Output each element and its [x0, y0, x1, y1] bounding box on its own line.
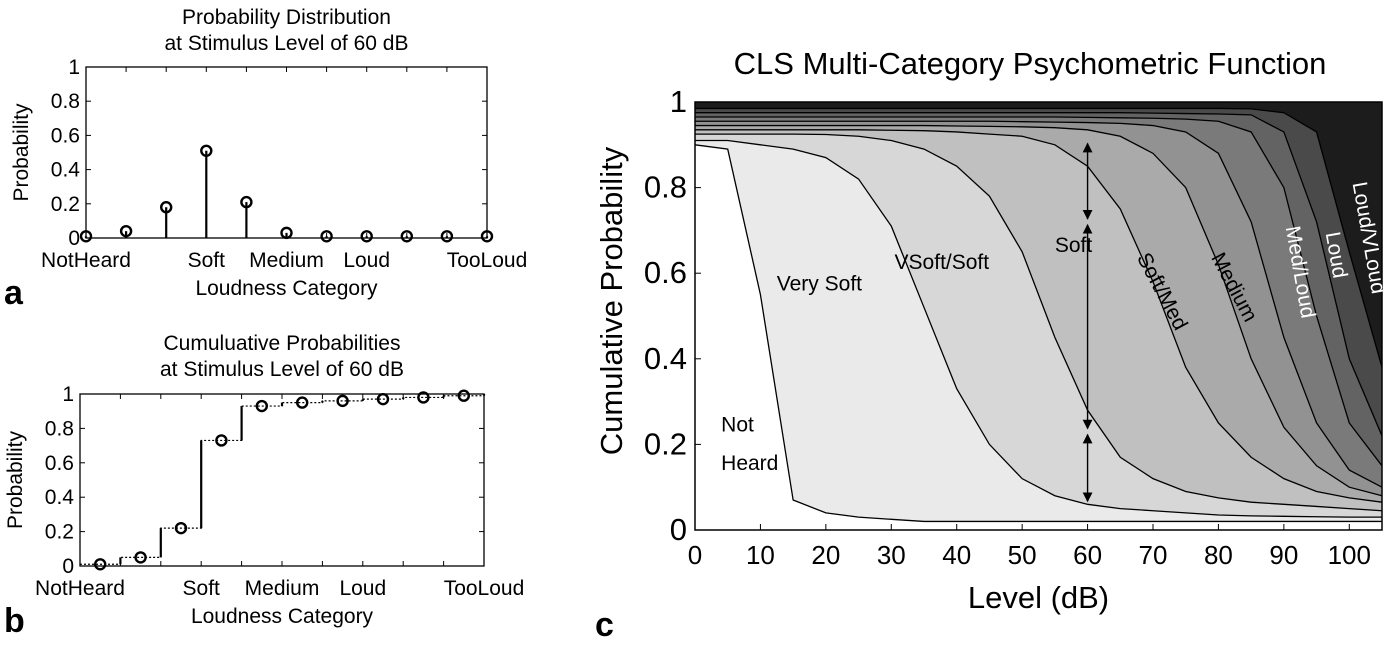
boundary-line	[695, 139, 1382, 518]
x-tick-label: TooLoud	[447, 249, 528, 272]
boundary-line	[695, 116, 1383, 467]
x-tick-label: Soft	[183, 577, 221, 600]
boundary-line	[695, 129, 1383, 503]
panel-b: Cumuluative Probabilities at Stimulus Lev…	[4, 332, 524, 640]
y-axis-label: Probability	[10, 103, 33, 202]
y-tick-label: 0	[68, 227, 80, 250]
plot-frame	[694, 101, 1383, 531]
panel-label: a	[4, 274, 24, 312]
y-tick-label: 0.2	[644, 426, 687, 461]
y-tick-label: 0.6	[51, 124, 80, 147]
region-label: Heard	[721, 452, 778, 475]
x-axis-label: Level (dB)	[968, 580, 1109, 615]
boundary-line	[694, 144, 1382, 523]
y-tick-label: 0.8	[51, 90, 80, 113]
x-tick-label: 20	[811, 540, 840, 570]
chart-subtitle: at Stimulus Level of 60 dB	[165, 32, 409, 55]
y-tick-label: 0.8	[644, 170, 687, 205]
data-point	[336, 394, 349, 408]
data-point	[480, 230, 494, 243]
x-tick-label: 10	[746, 540, 775, 570]
region-label: Soft	[1055, 234, 1093, 257]
plot-frame	[79, 393, 485, 567]
y-tick-label: 0.2	[45, 521, 74, 544]
y-tick-label: 0.4	[51, 159, 81, 182]
x-tick-label: NotHeard	[35, 577, 125, 600]
region-label: Very Soft	[777, 272, 862, 295]
chart-title: CLS Multi-Category Psychometric Function	[734, 46, 1327, 81]
y-tick-label: 0.8	[45, 417, 74, 440]
data-point	[400, 230, 413, 243]
data-point	[174, 521, 188, 535]
data-point	[159, 201, 173, 214]
x-tick-label: 90	[1269, 540, 1298, 570]
boundary-line	[695, 133, 1383, 512]
data-point	[119, 224, 133, 238]
data-point	[200, 144, 213, 157]
data-point	[79, 230, 93, 243]
y-tick-label: 0.2	[51, 193, 80, 216]
area-band	[695, 144, 1382, 531]
chart-subtitle: at Stimulus Level of 60 dB	[160, 358, 404, 381]
data-point	[280, 226, 293, 240]
data-point	[376, 392, 390, 406]
x-tick-label: 60	[1073, 540, 1102, 570]
x-tick-label: 30	[877, 540, 906, 570]
data-point	[417, 391, 430, 404]
x-tick-label: Loud	[339, 577, 386, 600]
y-axis-label: Probability	[4, 430, 27, 529]
x-tick-label: 0	[688, 540, 702, 570]
x-tick-label: Medium	[249, 249, 324, 272]
panel-a: Probability Distribution at Stimulus Leve…	[4, 6, 527, 312]
y-tick-label: 0.4	[45, 486, 75, 509]
data-point	[134, 551, 147, 564]
y-tick-label: 0.6	[644, 255, 687, 290]
x-tick-label: 40	[942, 540, 971, 570]
boundary-line	[695, 112, 1383, 437]
boundary-line	[695, 124, 1383, 497]
y-tick-label: 1	[62, 383, 74, 406]
y-tick-label: 0.4	[644, 341, 687, 376]
data-point	[320, 230, 333, 243]
x-tick-label: 100	[1328, 540, 1371, 570]
x-axis-label: Loudness Category	[195, 277, 378, 300]
data-point	[93, 558, 107, 571]
x-tick-label: Soft	[188, 249, 226, 272]
x-axis-label: Loudness Category	[191, 605, 374, 628]
stairs-line	[80, 394, 485, 565]
panel-c: CLS Multi-Category Psychometric Function…	[594, 46, 1384, 644]
y-tick-label: 0	[670, 512, 687, 547]
y-tick-label: 1	[670, 84, 687, 119]
y-axis-label: Cumulative Probability	[594, 146, 629, 455]
data-point	[360, 230, 373, 243]
plot-frame	[85, 66, 488, 239]
x-tick-label: 70	[1139, 540, 1168, 570]
panel-label: b	[4, 602, 25, 640]
x-tick-label: 50	[1008, 540, 1037, 570]
y-tick-label: 0.6	[45, 452, 74, 475]
data-point	[457, 389, 470, 402]
data-point	[215, 434, 228, 447]
x-tick-label: Loud	[343, 249, 390, 272]
x-tick-label: 80	[1204, 540, 1233, 570]
y-tick-label: 1	[68, 56, 80, 79]
x-tick-label: TooLoud	[444, 577, 525, 600]
data-point	[240, 195, 253, 209]
x-tick-label: Medium	[245, 577, 320, 600]
data-point	[255, 399, 268, 413]
boundary-line	[695, 120, 1383, 488]
area-band	[695, 140, 1382, 530]
x-tick-label: NotHeard	[41, 249, 131, 272]
chart-title: Cumuluative Probabilities	[164, 332, 401, 355]
chart-title: Probability Distribution	[182, 6, 391, 29]
region-label: VSoft/Soft	[895, 251, 990, 274]
region-label: Not	[721, 414, 754, 437]
data-point	[440, 230, 454, 243]
panel-label: c	[595, 606, 614, 644]
y-tick-label: 0	[62, 555, 74, 578]
boundary-line	[695, 107, 1383, 368]
data-point	[296, 396, 309, 409]
